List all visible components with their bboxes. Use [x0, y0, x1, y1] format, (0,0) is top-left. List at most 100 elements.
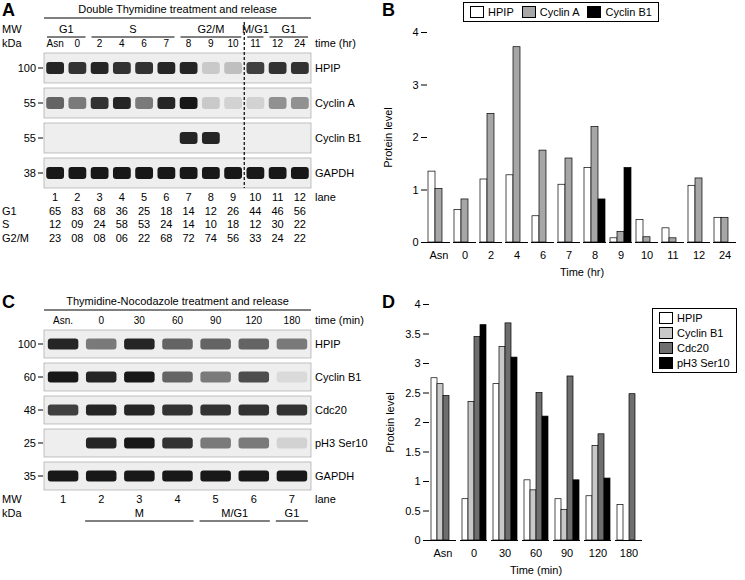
svg-text:time (min): time (min)	[315, 314, 364, 326]
svg-text:G1: G1	[285, 507, 300, 519]
svg-text:HPIP: HPIP	[315, 338, 341, 350]
svg-text:MW: MW	[2, 23, 22, 35]
svg-text:G1: G1	[281, 23, 296, 35]
svg-text:11: 11	[250, 38, 261, 49]
svg-text:G1: G1	[59, 23, 74, 35]
svg-text:24: 24	[94, 218, 106, 230]
svg-text:M/G1: M/G1	[242, 23, 269, 35]
svg-text:24: 24	[272, 232, 284, 244]
svg-text:4: 4	[119, 191, 125, 203]
svg-text:0: 0	[412, 236, 418, 248]
svg-text:08: 08	[94, 232, 106, 244]
svg-text:7: 7	[164, 38, 170, 49]
svg-text:Asn: Asn	[434, 547, 453, 559]
svg-text:Time (hr): Time (hr)	[560, 266, 604, 278]
svg-text:2: 2	[412, 131, 418, 143]
svg-text:38: 38	[24, 167, 36, 179]
svg-text:0: 0	[98, 315, 104, 326]
svg-text:7: 7	[186, 191, 192, 203]
svg-text:24: 24	[294, 38, 306, 49]
svg-text:74: 74	[205, 232, 217, 244]
svg-text:60: 60	[172, 315, 184, 326]
svg-text:1: 1	[414, 475, 420, 487]
svg-text:3: 3	[412, 79, 418, 91]
svg-text:10: 10	[249, 191, 261, 203]
svg-text:GAPDH: GAPDH	[315, 167, 354, 179]
svg-text:4: 4	[412, 26, 418, 38]
svg-text:4: 4	[174, 493, 180, 505]
svg-text:11: 11	[667, 249, 678, 261]
svg-text:72: 72	[183, 232, 195, 244]
svg-text:0: 0	[462, 249, 468, 261]
svg-text:2: 2	[414, 416, 420, 428]
svg-text:HPIP: HPIP	[315, 62, 341, 74]
svg-text:MW: MW	[2, 493, 22, 505]
svg-text:83: 83	[71, 205, 83, 217]
svg-text:55: 55	[24, 97, 36, 109]
svg-text:46: 46	[272, 205, 284, 217]
svg-text:24: 24	[719, 249, 731, 261]
svg-text:100: 100	[18, 62, 36, 74]
svg-text:Asn: Asn	[430, 249, 449, 261]
svg-text:G2/M: G2/M	[197, 23, 224, 35]
svg-text:M: M	[135, 507, 144, 519]
svg-text:26: 26	[227, 205, 239, 217]
svg-text:3: 3	[136, 493, 142, 505]
svg-text:180: 180	[284, 315, 301, 326]
svg-text:GAPDH: GAPDH	[315, 470, 354, 482]
svg-text:8: 8	[208, 191, 214, 203]
svg-text:55: 55	[24, 132, 36, 144]
svg-text:24: 24	[160, 218, 172, 230]
svg-text:11: 11	[272, 191, 283, 203]
svg-text:1: 1	[60, 493, 66, 505]
svg-text:12: 12	[205, 205, 217, 217]
svg-text:12: 12	[294, 191, 306, 203]
svg-text:10: 10	[641, 249, 653, 261]
svg-text:0: 0	[75, 38, 81, 49]
svg-text:30: 30	[134, 315, 146, 326]
svg-text:time (hr): time (hr)	[315, 37, 356, 49]
svg-text:44: 44	[249, 205, 261, 217]
svg-text:9: 9	[618, 249, 624, 261]
svg-text:Asn: Asn	[47, 38, 64, 49]
svg-text:65: 65	[49, 205, 61, 217]
svg-text:25: 25	[138, 205, 150, 217]
svg-text:4: 4	[414, 298, 420, 310]
svg-text:kDa: kDa	[2, 507, 22, 519]
svg-text:8: 8	[186, 38, 192, 49]
svg-text:0.5: 0.5	[405, 505, 420, 517]
svg-text:9: 9	[208, 38, 214, 49]
svg-text:56: 56	[294, 205, 306, 217]
svg-text:22: 22	[294, 218, 306, 230]
svg-text:3: 3	[97, 191, 103, 203]
svg-text:2: 2	[74, 191, 80, 203]
svg-text:S: S	[2, 218, 9, 230]
svg-text:6: 6	[540, 249, 546, 261]
svg-text:180: 180	[620, 547, 638, 559]
svg-text:6: 6	[141, 38, 147, 49]
svg-text:100: 100	[18, 338, 36, 350]
svg-text:33: 33	[249, 232, 261, 244]
svg-text:90: 90	[561, 547, 573, 559]
svg-text:90: 90	[210, 315, 222, 326]
svg-text:35: 35	[24, 470, 36, 482]
svg-text:60: 60	[24, 371, 36, 383]
svg-text:9: 9	[230, 191, 236, 203]
svg-text:Protein level: Protein level	[384, 392, 396, 453]
svg-text:Double Thymidine treatment and: Double Thymidine treatment and release	[78, 3, 277, 15]
svg-text:12: 12	[49, 218, 61, 230]
svg-text:48: 48	[24, 404, 36, 416]
svg-text:Time (min): Time (min)	[510, 564, 562, 576]
svg-text:G2/M: G2/M	[2, 232, 29, 244]
svg-text:6: 6	[163, 191, 169, 203]
svg-text:06: 06	[116, 232, 128, 244]
svg-text:120: 120	[245, 315, 262, 326]
svg-text:10: 10	[205, 218, 217, 230]
svg-text:18: 18	[160, 205, 172, 217]
svg-text:G1: G1	[2, 205, 17, 217]
svg-text:22: 22	[138, 232, 150, 244]
svg-text:lane: lane	[315, 191, 336, 203]
svg-text:Cdc20: Cdc20	[315, 404, 347, 416]
svg-text:Cyclin A: Cyclin A	[315, 97, 355, 109]
svg-text:Cyclin B1: Cyclin B1	[315, 132, 361, 144]
